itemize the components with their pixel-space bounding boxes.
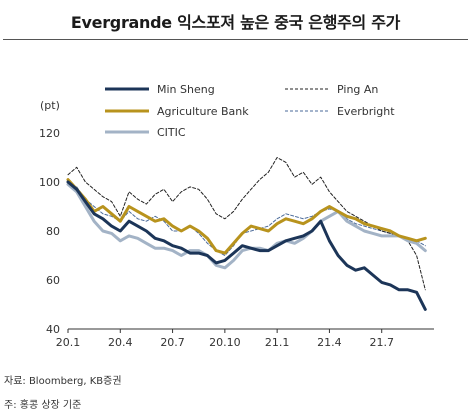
page-title: Evergrande 익스포져 높은 중국 은행주의 주가 (70, 13, 401, 32)
y-tick-label: 80 (46, 225, 60, 238)
x-tick-label: 20.4 (108, 336, 133, 349)
legend-label: Min Sheng (157, 83, 215, 96)
y-axis: 40 60 80 100 120 (39, 127, 60, 336)
series-line-ping-an (67, 157, 426, 291)
series-line-min-sheng (66, 180, 427, 311)
series-line-citic (66, 182, 427, 270)
source-note: 자료: Bloomberg, KB증권 (4, 376, 122, 387)
x-tick-label: 21.1 (265, 336, 290, 349)
legend-label: Ping An (337, 83, 378, 96)
y-tick-label: 100 (39, 176, 60, 189)
series-line-everbright (67, 181, 426, 256)
title-divider (3, 39, 468, 40)
y-axis-label: (pt) (40, 99, 60, 112)
x-tick-label: 20.1 (56, 336, 81, 349)
legend: Min Sheng Ping An Agriculture Bank Everbrig… (105, 83, 395, 139)
x-tick-label: 20.10 (209, 336, 241, 349)
x-tick-label: 21.7 (369, 336, 394, 349)
y-tick-label: 60 (46, 274, 60, 287)
y-tick-label: 120 (39, 127, 60, 140)
legend-label: Everbright (337, 105, 395, 118)
series-layer (66, 157, 427, 311)
y-tick-label: 40 (46, 323, 60, 336)
series-line-agriculture-bank (66, 178, 427, 255)
x-axis: 20.1 20.4 20.7 20.10 21.1 21.4 21.7 (56, 328, 434, 349)
legend-label: CITIC (157, 126, 186, 139)
x-tick-label: 21.4 (317, 336, 342, 349)
footnote: 주: 홍콩 상장 기준 (4, 400, 82, 411)
legend-label: Agriculture Bank (157, 105, 249, 118)
x-tick-label: 20.7 (160, 336, 185, 349)
